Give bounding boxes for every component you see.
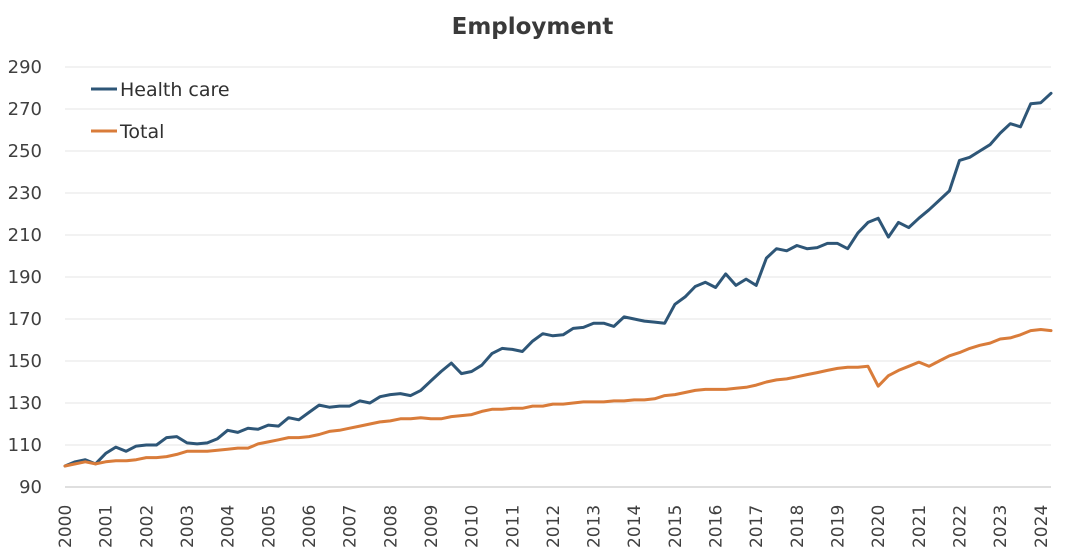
series-line-total <box>63 328 1053 468</box>
x-tick-label: 2019 <box>829 505 849 548</box>
y-tick-label: 210 <box>8 225 42 246</box>
x-tick-label: 2014 <box>625 505 645 548</box>
x-tick-label: 2015 <box>666 505 686 548</box>
x-tick-label: 2024 <box>1032 505 1052 548</box>
series-lines <box>63 91 1053 468</box>
y-tick-label: 170 <box>8 309 42 330</box>
y-tick-label: 130 <box>8 393 42 414</box>
x-tick-label: 2013 <box>585 505 605 548</box>
legend-label: Health care <box>120 79 230 101</box>
x-tick-label: 2005 <box>259 505 279 548</box>
x-tick-label: 2017 <box>747 505 767 548</box>
x-tick-label: 2007 <box>341 505 361 548</box>
x-tick-label: 2021 <box>910 505 930 548</box>
x-tick-label: 2022 <box>951 505 971 548</box>
x-tick-label: 2002 <box>137 505 157 548</box>
y-tick-label: 250 <box>8 141 42 162</box>
x-tick-label: 2000 <box>56 505 76 548</box>
x-tick-label: 2011 <box>503 505 523 548</box>
y-tick-label: 90 <box>19 477 42 498</box>
x-tick-label: 2020 <box>869 505 889 548</box>
legend: Health care Total <box>91 79 230 143</box>
x-tick-label: 2001 <box>97 505 117 548</box>
y-tick-label: 230 <box>8 183 42 204</box>
x-tick-label: 2016 <box>707 505 727 548</box>
y-tick-label: 190 <box>8 267 42 288</box>
legend-label: Total <box>119 121 164 143</box>
x-tick-label: 2018 <box>788 505 808 548</box>
x-tick-label: 2010 <box>463 505 483 548</box>
x-tick-label: 2004 <box>219 505 239 548</box>
x-tick-label: 2003 <box>178 505 198 548</box>
series-line-health-care <box>63 91 1053 468</box>
chart-title: Employment <box>451 14 614 40</box>
x-tick-label: 2006 <box>300 505 320 548</box>
y-axis-ticks: 90 110 130 150 170 190 210 230 250 270 290 <box>8 57 42 498</box>
x-tick-label: 2008 <box>381 505 401 548</box>
x-axis-ticks: 2000 2001 2002 2003 2004 2005 2006 2007 2008 2009… <box>56 505 1052 548</box>
x-tick-label: 2023 <box>991 505 1011 548</box>
x-tick-label: 2009 <box>422 505 442 548</box>
x-tick-label: 2012 <box>544 505 564 548</box>
y-tick-label: 150 <box>8 351 42 372</box>
y-tick-label: 110 <box>8 435 42 456</box>
y-tick-label: 290 <box>8 57 42 78</box>
y-tick-label: 270 <box>8 99 42 120</box>
gridlines <box>65 66 1051 446</box>
